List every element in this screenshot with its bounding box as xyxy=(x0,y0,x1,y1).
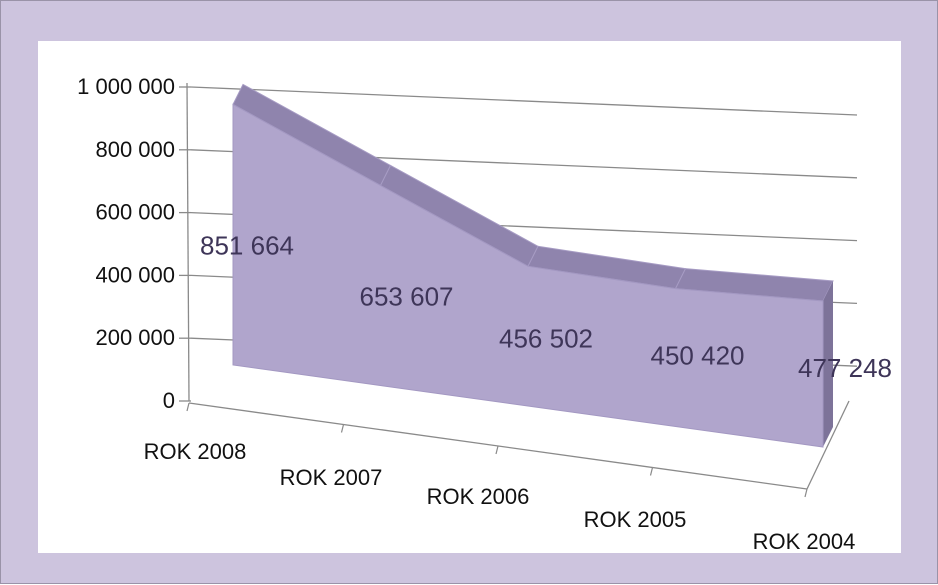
x-tick-mark xyxy=(651,468,653,476)
x-tick-mark xyxy=(187,403,189,411)
x-tick-mark xyxy=(342,425,344,433)
y-tick-label: 1 000 000 xyxy=(77,74,175,99)
y-axis-line xyxy=(187,83,189,401)
data-label: 456 502 xyxy=(499,323,593,353)
y-tick-label: 800 000 xyxy=(95,137,175,162)
data-label: 653 607 xyxy=(360,281,454,311)
data-label: 851 664 xyxy=(200,230,294,260)
x-tick-label: ROK 2006 xyxy=(427,484,530,509)
y-tick-label: 0 xyxy=(163,388,175,413)
y-tick-label: 400 000 xyxy=(95,262,175,287)
x-tick-label: ROK 2005 xyxy=(584,507,687,532)
x-tick-mark xyxy=(805,489,807,497)
x-tick-label: ROK 2004 xyxy=(753,529,856,554)
data-label: 477 248 xyxy=(798,353,892,383)
data-label: 450 420 xyxy=(651,341,745,371)
y-tick-label: 200 000 xyxy=(95,325,175,350)
x-tick-label: ROK 2007 xyxy=(280,465,383,490)
x-tick-mark xyxy=(496,446,498,454)
y-tick-label: 600 000 xyxy=(95,200,175,225)
x-tick-label: ROK 2008 xyxy=(144,439,247,464)
